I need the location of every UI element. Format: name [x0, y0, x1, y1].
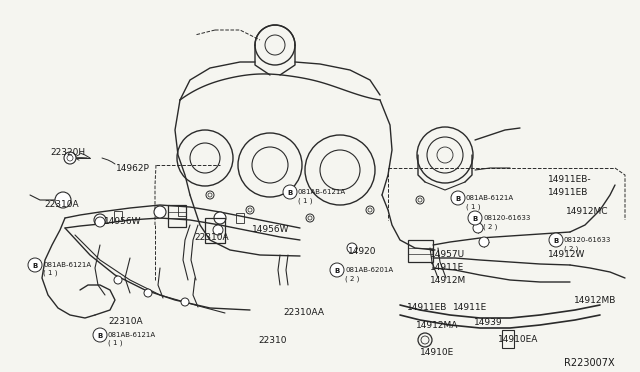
Circle shape: [55, 192, 71, 208]
Circle shape: [28, 258, 42, 272]
Text: B: B: [97, 333, 102, 339]
Bar: [236, 213, 244, 223]
Circle shape: [330, 263, 344, 277]
Text: 081AB-6201A: 081AB-6201A: [345, 267, 393, 273]
Text: 22310: 22310: [258, 336, 287, 345]
Text: 22310A: 22310A: [108, 317, 143, 326]
Text: B: B: [456, 196, 461, 202]
Circle shape: [114, 276, 122, 284]
Text: B: B: [334, 268, 340, 274]
Circle shape: [93, 328, 107, 342]
Text: 22310AA: 22310AA: [283, 308, 324, 317]
Bar: [178, 206, 186, 216]
Text: 14911EB: 14911EB: [548, 188, 588, 197]
Circle shape: [283, 185, 297, 199]
Text: 14962P: 14962P: [116, 164, 150, 173]
Text: 14957U: 14957U: [430, 250, 465, 259]
Text: 081AB-6121A: 081AB-6121A: [466, 195, 514, 201]
Text: 22310A: 22310A: [44, 200, 79, 209]
Text: B: B: [554, 238, 559, 244]
Bar: [205, 218, 225, 243]
Text: 14911EB: 14911EB: [407, 303, 447, 312]
Circle shape: [144, 289, 152, 297]
Text: 081AB-6121A: 081AB-6121A: [43, 262, 91, 268]
Circle shape: [347, 243, 357, 253]
Text: 14912MB: 14912MB: [574, 296, 616, 305]
Text: 081AB-6121A: 081AB-6121A: [298, 189, 346, 195]
Text: 08120-61633: 08120-61633: [483, 215, 531, 221]
Text: 14912MA: 14912MA: [416, 321, 458, 330]
Text: B: B: [33, 263, 38, 269]
Text: 22310A: 22310A: [194, 233, 228, 242]
Text: 22320H: 22320H: [50, 148, 85, 157]
Circle shape: [549, 233, 563, 247]
Text: 14911EB-: 14911EB-: [548, 175, 591, 184]
Text: 14911E: 14911E: [453, 303, 487, 312]
Text: B: B: [287, 190, 292, 196]
Text: 14912MC: 14912MC: [566, 207, 609, 216]
Circle shape: [154, 206, 166, 218]
Text: ( 1 ): ( 1 ): [298, 197, 312, 203]
Circle shape: [468, 211, 482, 225]
Bar: [408, 240, 433, 262]
Text: 14956W: 14956W: [104, 217, 141, 226]
Circle shape: [214, 212, 226, 224]
Circle shape: [479, 237, 489, 247]
Bar: [168, 205, 186, 227]
Text: 081AB-6121A: 081AB-6121A: [108, 332, 156, 338]
Bar: [502, 330, 514, 348]
Circle shape: [95, 217, 105, 227]
Circle shape: [181, 298, 189, 306]
Text: 14910E: 14910E: [420, 348, 454, 357]
Text: ( 2 ): ( 2 ): [483, 223, 497, 230]
Text: ( 1 ): ( 1 ): [108, 340, 122, 346]
Circle shape: [473, 223, 483, 233]
Text: 14912M: 14912M: [430, 276, 467, 285]
Circle shape: [94, 214, 106, 226]
Text: R223007X: R223007X: [564, 358, 614, 368]
Text: 08120-61633: 08120-61633: [564, 237, 611, 243]
Text: 14910EA: 14910EA: [498, 335, 538, 344]
Circle shape: [213, 225, 223, 235]
Text: ( 1 ): ( 1 ): [466, 203, 481, 209]
Text: B: B: [472, 216, 477, 222]
Text: 14956W: 14956W: [252, 225, 289, 234]
Circle shape: [64, 152, 76, 164]
Text: 14939: 14939: [474, 318, 502, 327]
Text: ( 2 ): ( 2 ): [345, 275, 360, 282]
Text: ( 1 ): ( 1 ): [43, 270, 58, 276]
Circle shape: [451, 191, 465, 205]
Bar: [114, 211, 122, 221]
Text: ( 2 ): ( 2 ): [564, 245, 579, 251]
Text: 14912W: 14912W: [548, 250, 586, 259]
Text: 14920: 14920: [348, 247, 376, 256]
Text: 14911E: 14911E: [430, 263, 464, 272]
